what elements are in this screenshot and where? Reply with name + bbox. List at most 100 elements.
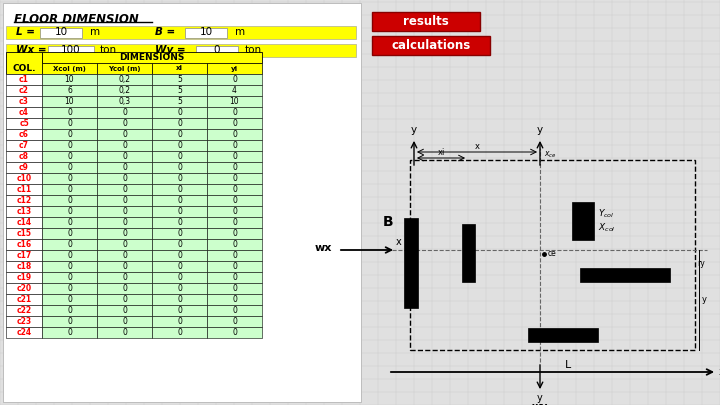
- Text: c3: c3: [19, 97, 29, 106]
- Text: c21: c21: [17, 295, 32, 304]
- Text: c24: c24: [17, 328, 32, 337]
- Text: 0: 0: [67, 196, 72, 205]
- Bar: [97, 129, 152, 140]
- Bar: [42, 85, 97, 96]
- Text: c6: c6: [19, 130, 29, 139]
- Text: y: y: [702, 296, 707, 305]
- Bar: [404, 218, 418, 308]
- Text: 0: 0: [232, 75, 237, 84]
- Bar: [40, 28, 82, 38]
- Text: 0: 0: [122, 119, 127, 128]
- Text: 0: 0: [67, 218, 72, 227]
- Bar: [6, 162, 42, 173]
- Bar: [42, 129, 97, 140]
- Text: y: y: [411, 125, 417, 135]
- Bar: [42, 327, 97, 338]
- Text: 0: 0: [177, 240, 182, 249]
- Text: L =: L =: [16, 27, 35, 37]
- Bar: [42, 217, 97, 228]
- Text: 0: 0: [177, 119, 182, 128]
- Text: ton: ton: [100, 45, 117, 55]
- Text: Xcol (m): Xcol (m): [53, 66, 86, 72]
- Text: 5: 5: [177, 97, 182, 106]
- Text: 0: 0: [67, 317, 72, 326]
- Text: c23: c23: [17, 317, 32, 326]
- Bar: [97, 118, 152, 129]
- Bar: [152, 162, 207, 173]
- Text: $X_{col}$: $X_{col}$: [598, 222, 616, 234]
- Bar: [97, 294, 152, 305]
- Bar: [207, 228, 262, 239]
- Bar: [152, 261, 207, 272]
- Bar: [207, 118, 262, 129]
- Text: 0: 0: [67, 240, 72, 249]
- Text: 0: 0: [67, 130, 72, 139]
- Text: c9: c9: [19, 163, 29, 172]
- Text: c15: c15: [17, 229, 32, 238]
- Bar: [6, 107, 42, 118]
- Bar: [42, 151, 97, 162]
- Bar: [42, 74, 97, 85]
- Bar: [207, 272, 262, 283]
- Text: 0: 0: [232, 328, 237, 337]
- Text: 0: 0: [177, 196, 182, 205]
- Bar: [152, 217, 207, 228]
- Text: 0: 0: [122, 174, 127, 183]
- Bar: [207, 316, 262, 327]
- Bar: [6, 52, 42, 74]
- Bar: [207, 151, 262, 162]
- Text: 0: 0: [67, 262, 72, 271]
- Bar: [42, 206, 97, 217]
- Text: 0: 0: [177, 174, 182, 183]
- Text: c7: c7: [19, 141, 29, 150]
- Bar: [97, 228, 152, 239]
- Bar: [207, 107, 262, 118]
- Text: 0,2: 0,2: [119, 75, 130, 84]
- Bar: [97, 63, 152, 74]
- Text: Wy =: Wy =: [155, 45, 186, 55]
- Bar: [152, 151, 207, 162]
- Bar: [6, 173, 42, 184]
- Text: xi: xi: [437, 148, 445, 157]
- Text: m: m: [90, 27, 100, 37]
- Text: x: x: [719, 367, 720, 377]
- Text: 0: 0: [122, 141, 127, 150]
- Bar: [42, 140, 97, 151]
- Bar: [6, 327, 42, 338]
- Bar: [152, 96, 207, 107]
- Text: ce: ce: [548, 249, 557, 258]
- Text: 0: 0: [122, 262, 127, 271]
- Text: c10: c10: [17, 174, 32, 183]
- Text: 0: 0: [177, 130, 182, 139]
- Text: 0: 0: [67, 108, 72, 117]
- Bar: [6, 26, 356, 39]
- Bar: [207, 327, 262, 338]
- Bar: [97, 107, 152, 118]
- Bar: [152, 316, 207, 327]
- Text: 0: 0: [67, 273, 72, 282]
- Text: c17: c17: [17, 251, 32, 260]
- Text: 0: 0: [232, 185, 237, 194]
- Bar: [207, 261, 262, 272]
- Bar: [152, 283, 207, 294]
- Bar: [42, 316, 97, 327]
- Text: c11: c11: [17, 185, 32, 194]
- Text: 0: 0: [122, 273, 127, 282]
- Bar: [207, 74, 262, 85]
- Bar: [6, 228, 42, 239]
- Bar: [152, 294, 207, 305]
- Bar: [207, 250, 262, 261]
- Text: 0: 0: [232, 119, 237, 128]
- Bar: [6, 195, 42, 206]
- Bar: [42, 63, 97, 74]
- Bar: [152, 239, 207, 250]
- Text: 0: 0: [177, 163, 182, 172]
- Text: $Y_{col}$: $Y_{col}$: [598, 208, 615, 220]
- Bar: [152, 228, 207, 239]
- Bar: [42, 261, 97, 272]
- Bar: [97, 316, 152, 327]
- Bar: [6, 305, 42, 316]
- Text: B =: B =: [155, 27, 175, 37]
- Text: 0: 0: [232, 218, 237, 227]
- Text: results: results: [403, 15, 449, 28]
